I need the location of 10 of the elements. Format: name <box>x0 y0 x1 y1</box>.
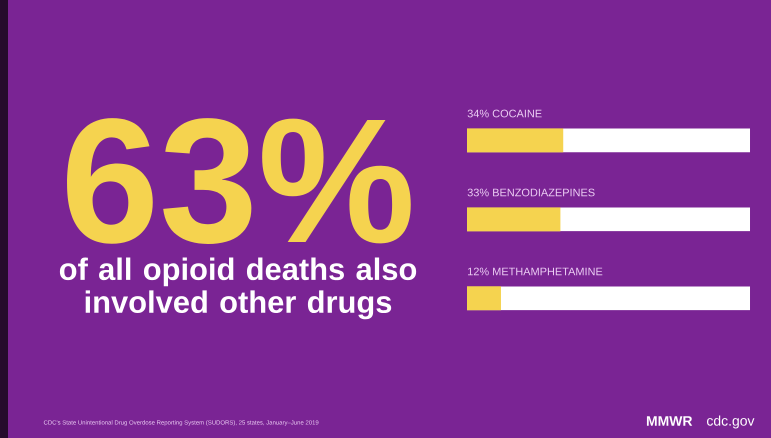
y-tick-label: METHAMPHETAMINE <box>493 268 602 276</box>
y-tick-label: BENZODIAZEPINES <box>493 188 595 196</box>
chart-title: 63% <box>67 118 411 244</box>
text: of all opioid deaths also involved other drugs <box>60 257 416 320</box>
data-label: 33% <box>468 188 489 196</box>
text: cdc.gov <box>707 415 754 428</box>
data-label: 34% <box>468 110 489 118</box>
text: MMWR <box>646 416 692 426</box>
y-tick-label: COCAINE <box>492 110 542 118</box>
data-label: 12% <box>468 268 489 276</box>
